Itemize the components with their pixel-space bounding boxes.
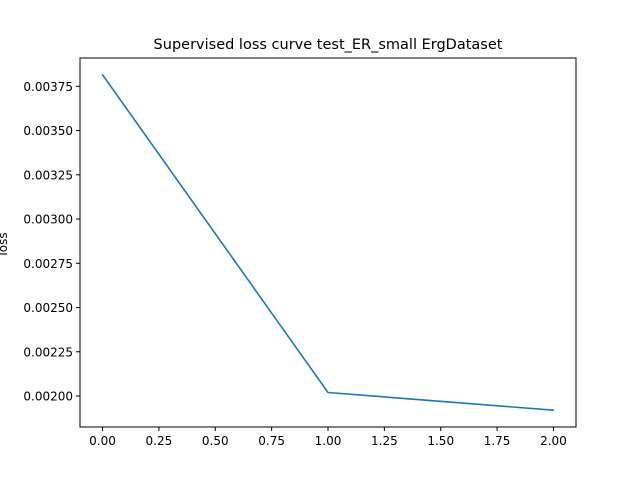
y-tick-label: 0.00325 [23, 168, 73, 182]
y-tick-label: 0.00300 [23, 213, 73, 227]
series-layer [101, 74, 555, 411]
x-tick-label: 1.25 [371, 434, 398, 448]
x-tick-label: 1.00 [315, 434, 342, 448]
loss-series-line [101, 74, 555, 411]
x-tick-label: 0.50 [202, 434, 229, 448]
y-tick-label: 0.00250 [23, 301, 73, 315]
x-tick-label: 0.75 [258, 434, 285, 448]
x-tick-label: 1.75 [484, 434, 511, 448]
y-axis-label: loss [0, 232, 10, 255]
x-tick-label: 0.25 [146, 434, 173, 448]
tick-layer: 0.00 0.25 0.50 0.75 1.00 1.25 1.50 1.75 2.00 0.00… [23, 80, 566, 448]
y-tick-label: 0.00200 [23, 390, 73, 404]
y-tick-label: 0.00225 [23, 345, 73, 359]
y-tick-label: 0.00275 [23, 257, 73, 271]
y-tick-label: 0.00350 [23, 124, 73, 138]
x-tick-label: 0.00 [89, 434, 116, 448]
x-tick-label: 1.50 [427, 434, 454, 448]
plot-frame [79, 57, 577, 428]
x-tick-label: 2.00 [540, 434, 567, 448]
chart-title: Supervised loss curve test_ER_small ErgD… [154, 37, 503, 53]
y-tick-label: 0.00375 [23, 80, 73, 94]
